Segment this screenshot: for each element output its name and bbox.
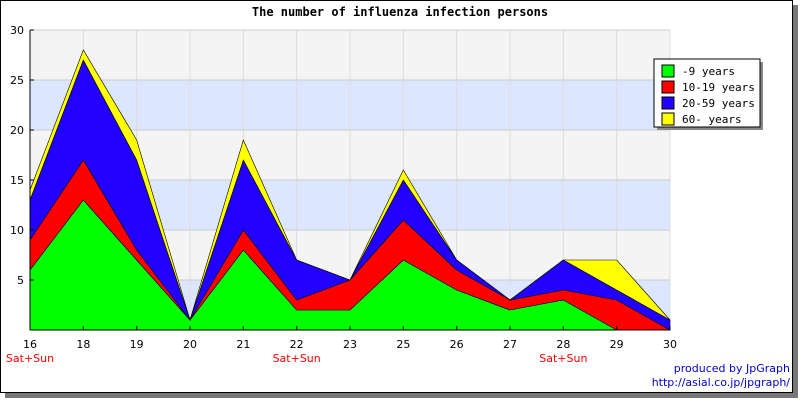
- chart-title: The number of influenza infection person…: [252, 5, 548, 19]
- x-tick-label: 21: [236, 338, 250, 351]
- legend-label: 10-19 years: [682, 81, 755, 94]
- y-tick-label: 5: [17, 274, 24, 287]
- credit: produced by JpGraph http://asial.co.jp/j…: [652, 362, 790, 390]
- credit-url[interactable]: http://asial.co.jp/jpgraph/: [651, 376, 790, 389]
- legend-swatch: [661, 112, 675, 126]
- y-tick-label: 25: [10, 74, 24, 87]
- legend-swatch: [661, 64, 675, 78]
- legend: -9 years 10-19 years 20-59 years 60- years: [653, 58, 763, 130]
- credit-producer: produced by JpGraph: [673, 362, 790, 375]
- y-tick-labels: 5 10 15 20 25 30: [10, 24, 24, 287]
- legend-label: 20-59 years: [682, 97, 755, 110]
- x-tick-label: 23: [343, 338, 357, 351]
- frame-shadow-right: [793, 5, 798, 398]
- y-tick-label: 10: [10, 224, 24, 237]
- y-tick-label: 20: [10, 124, 24, 137]
- x-tick-label: 22: [290, 338, 304, 351]
- x-tick-label: 27: [503, 338, 517, 351]
- legend-swatch: [661, 80, 675, 94]
- x-tick-label: 28: [556, 338, 570, 351]
- x-tick-label: 19: [130, 338, 144, 351]
- x-tick-label: 25: [396, 338, 410, 351]
- weekend-label: Sat+Sun: [6, 352, 54, 365]
- weekend-label: Sat+Sun: [273, 352, 321, 365]
- series-area-60-years: [29, 49, 671, 322]
- frame-shadow-bottom: [5, 393, 798, 398]
- x-tick-label: 29: [610, 338, 624, 351]
- legend-label: -9 years: [682, 65, 735, 78]
- y-tick-label: 30: [10, 24, 24, 37]
- legend-swatch: [661, 96, 675, 110]
- y-tick-label: 15: [10, 174, 24, 187]
- x-tick-label: 20: [183, 338, 197, 351]
- x-tick-label: 16: [23, 338, 37, 351]
- legend-label: 60- years: [682, 113, 742, 126]
- weekend-label: Sat+Sun: [539, 352, 587, 365]
- axes: [29, 29, 671, 331]
- x-tick-label: 18: [76, 338, 90, 351]
- x-tick-label: 30: [663, 338, 677, 351]
- x-tick-label: 26: [450, 338, 464, 351]
